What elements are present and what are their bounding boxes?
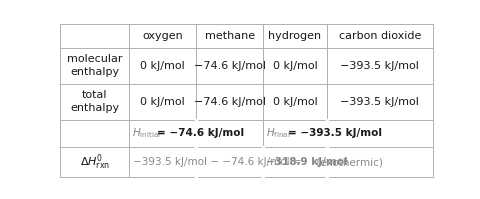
Text: carbon dioxide: carbon dioxide [338,31,420,41]
Text: $H_\mathrm{initial}$: $H_\mathrm{initial}$ [132,127,161,140]
Text: = −74.6 kJ/mol: = −74.6 kJ/mol [157,128,244,139]
Text: 0 kJ/mol: 0 kJ/mol [272,97,317,107]
Text: total
enthalpy: total enthalpy [70,90,119,113]
Text: $H_\mathrm{final}$: $H_\mathrm{final}$ [266,127,290,140]
Text: −393.5 kJ/mol − −74.6 kJ/mol =: −393.5 kJ/mol − −74.6 kJ/mol = [132,157,304,167]
Text: 0 kJ/mol: 0 kJ/mol [140,61,185,71]
Text: molecular
enthalpy: molecular enthalpy [67,55,122,77]
Text: −74.6 kJ/mol: −74.6 kJ/mol [193,97,265,107]
Text: $\Delta H^0_\mathrm{rxn}$: $\Delta H^0_\mathrm{rxn}$ [79,152,109,172]
Text: −318.9 kJ/mol: −318.9 kJ/mol [266,157,347,167]
Text: hydrogen: hydrogen [268,31,321,41]
Text: = −393.5 kJ/mol: = −393.5 kJ/mol [287,128,381,139]
Text: 0 kJ/mol: 0 kJ/mol [272,61,317,71]
Text: −393.5 kJ/mol: −393.5 kJ/mol [340,61,419,71]
Text: (exothermic): (exothermic) [312,157,382,167]
Text: methane: methane [204,31,254,41]
Text: −393.5 kJ/mol: −393.5 kJ/mol [340,97,419,107]
Text: 0 kJ/mol: 0 kJ/mol [140,97,185,107]
Text: −74.6 kJ/mol: −74.6 kJ/mol [193,61,265,71]
Text: oxygen: oxygen [142,31,182,41]
